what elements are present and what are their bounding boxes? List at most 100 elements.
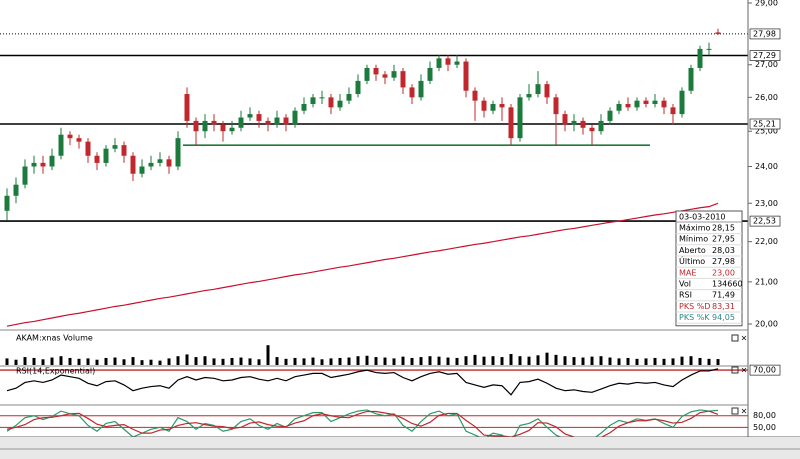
candle-body [355, 80, 361, 95]
maximize-button[interactable] [731, 366, 739, 374]
info-label: PKS %K [679, 313, 710, 322]
volume-bar [707, 358, 711, 365]
candle-body [697, 48, 703, 68]
candle-body [202, 120, 208, 132]
maximize-button[interactable] [731, 407, 739, 415]
candle-body [679, 90, 685, 115]
volume-bar [563, 356, 567, 365]
volume-bar [77, 358, 81, 365]
volume-bar [698, 357, 702, 365]
candle-body [382, 74, 388, 78]
reference-label: 25,21 [753, 119, 776, 128]
volume-bar [14, 359, 18, 365]
reference-label-box [749, 28, 781, 40]
candle-body [643, 100, 649, 105]
volume-bar [347, 357, 351, 365]
volume-bar [374, 357, 378, 365]
info-value: 83,31 [712, 302, 735, 311]
volume-bar [194, 357, 198, 365]
volume-bar [401, 356, 405, 365]
volume-bar [122, 359, 126, 365]
volume-bar [716, 359, 720, 365]
reference-label-box [749, 215, 781, 227]
candle-body [607, 110, 613, 121]
volume-bar [68, 357, 72, 365]
candle-body [85, 141, 91, 156]
volume-bar [302, 358, 306, 365]
info-label: Máximo [679, 224, 711, 233]
candle-body [436, 58, 442, 68]
volume-bar [185, 354, 189, 365]
candle-body [265, 120, 271, 125]
y-tick-label: 26,00 [755, 93, 778, 102]
candle-body [49, 155, 55, 167]
volume-bar [5, 358, 9, 365]
volume-bar [428, 356, 432, 365]
volume-bar [167, 358, 171, 365]
volume-bar [365, 355, 369, 365]
candle-body [247, 114, 253, 118]
candle-body [481, 100, 487, 111]
candle-body [22, 166, 28, 185]
candle-body [373, 67, 379, 75]
info-value: 134660 [712, 280, 743, 289]
volume-bar [500, 357, 504, 365]
volume-bar [230, 357, 234, 365]
volume-bar [275, 357, 279, 365]
candle-body [31, 162, 37, 167]
candle-body [346, 94, 352, 101]
info-label: Último [679, 255, 705, 266]
volume-bar [446, 357, 450, 365]
volume-bar [23, 357, 27, 365]
candle-body [67, 134, 73, 139]
volume-bar [158, 360, 162, 365]
candle-body [508, 107, 514, 139]
volume-bar [131, 357, 135, 365]
volume-bar [50, 357, 54, 365]
volume-bar [338, 357, 342, 365]
info-value: 71,49 [712, 291, 735, 300]
close-button[interactable]: × [741, 407, 748, 416]
maximize-button[interactable] [731, 334, 739, 342]
y-tick-label: 20,00 [755, 320, 778, 329]
candle-body [328, 97, 334, 108]
close-button[interactable]: × [741, 334, 748, 343]
candle-body [94, 155, 100, 163]
date-axis-bg [0, 437, 800, 459]
candle-body [103, 148, 109, 163]
candle-body [13, 184, 19, 196]
candle-body [517, 97, 523, 139]
volume-bar [509, 354, 513, 365]
candle-body [427, 67, 433, 81]
volume-bar [293, 357, 297, 365]
y-tick-label: 22,00 [755, 237, 778, 246]
candle-body [283, 117, 289, 125]
info-value: 28,03 [712, 246, 735, 255]
candle-body [256, 114, 262, 121]
stoch-tick-label: 50,00 [753, 423, 776, 432]
candle-body [157, 159, 163, 163]
volume-bar [635, 358, 639, 365]
candle-body [184, 94, 190, 121]
close-button[interactable]: × [741, 366, 748, 375]
volume-bar [104, 357, 108, 365]
candle-body [148, 162, 154, 167]
y-tick-label: 29,00 [755, 0, 778, 8]
candle-body [490, 104, 496, 111]
y-tick-label: 25,00 [755, 127, 778, 136]
volume-bar [662, 358, 666, 365]
volume-bar [239, 357, 243, 365]
candle-body [589, 127, 595, 132]
candle-body [319, 97, 325, 99]
reference-label: 27,98 [753, 29, 776, 38]
volume-bar [248, 358, 252, 365]
info-date: 03-03-2010 [679, 213, 726, 222]
volume-bar [257, 359, 261, 365]
candle-body [598, 120, 604, 132]
volume-bar [689, 356, 693, 365]
candle-body [229, 127, 235, 132]
volume-bar [599, 356, 603, 365]
volume-bar [176, 356, 180, 365]
reference-label: 22,53 [753, 217, 776, 226]
